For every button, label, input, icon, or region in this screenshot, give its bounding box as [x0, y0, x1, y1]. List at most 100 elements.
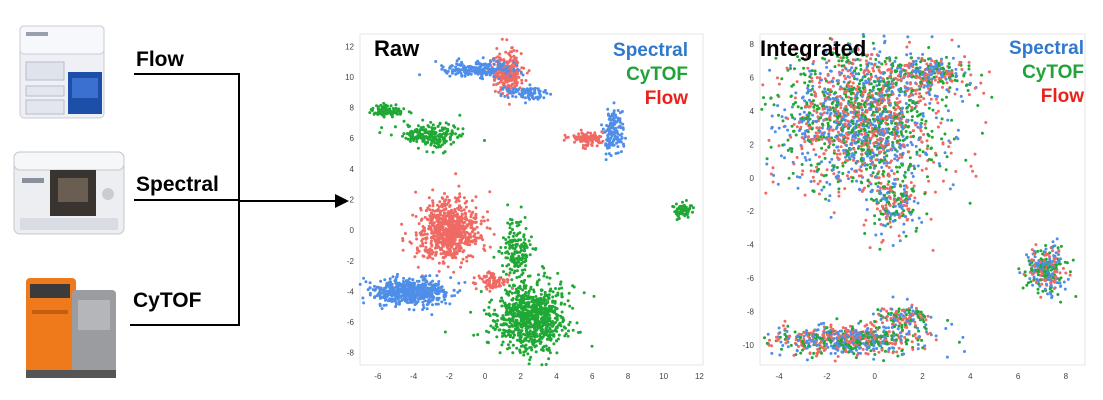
- point-cytof: [448, 138, 452, 141]
- point-flow: [563, 133, 567, 137]
- point-spectral: [523, 96, 527, 100]
- point-cytof: [502, 328, 506, 332]
- point-spectral: [914, 144, 918, 148]
- point-flow: [597, 138, 601, 141]
- point-cytof: [812, 105, 816, 109]
- point-spectral: [496, 59, 499, 63]
- point-spectral: [396, 292, 400, 296]
- point-cytof: [501, 340, 505, 344]
- point-cytof: [529, 322, 532, 326]
- point-spectral: [912, 164, 916, 168]
- point-flow: [862, 71, 866, 75]
- point-flow: [835, 152, 839, 156]
- point-spectral: [373, 284, 376, 288]
- point-cytof: [487, 305, 491, 309]
- point-flow: [815, 165, 818, 169]
- point-cytof: [910, 115, 914, 119]
- point-spectral: [795, 175, 799, 179]
- point-spectral: [545, 91, 549, 95]
- point-flow: [440, 246, 443, 250]
- point-flow: [419, 244, 423, 248]
- point-cytof: [503, 288, 507, 292]
- y-tick-label: 2: [750, 140, 755, 149]
- point-flow: [458, 192, 462, 196]
- point-cytof: [538, 342, 542, 345]
- point-cytof: [530, 308, 534, 312]
- point-cytof: [762, 96, 765, 100]
- point-spectral: [822, 101, 826, 105]
- point-flow: [441, 217, 445, 221]
- point-spectral: [893, 157, 897, 161]
- point-cytof: [504, 334, 508, 338]
- point-cytof: [523, 324, 527, 328]
- point-flow: [497, 280, 501, 284]
- point-spectral: [779, 154, 783, 158]
- point-spectral: [457, 57, 461, 61]
- point-spectral: [538, 90, 542, 93]
- point-spectral: [448, 302, 452, 306]
- point-flow: [431, 188, 435, 192]
- point-spectral: [411, 278, 415, 282]
- point-cytof: [472, 333, 476, 337]
- point-spectral: [421, 297, 425, 300]
- point-cytof: [781, 119, 785, 123]
- y-tick-label: -6: [747, 274, 755, 283]
- point-spectral: [934, 116, 938, 120]
- point-flow: [415, 251, 419, 255]
- point-cytof: [532, 288, 536, 292]
- point-spectral: [425, 286, 429, 290]
- point-cytof: [841, 164, 845, 168]
- point-cytof: [556, 337, 560, 341]
- point-spectral: [607, 125, 611, 129]
- point-cytof: [851, 176, 855, 180]
- point-spectral: [619, 150, 623, 154]
- point-flow: [950, 38, 954, 42]
- point-flow: [897, 105, 901, 109]
- point-spectral: [434, 284, 438, 288]
- point-cytof: [802, 66, 806, 70]
- point-flow: [473, 242, 477, 246]
- point-flow: [871, 162, 875, 166]
- point-spectral: [811, 84, 815, 88]
- point-spectral: [864, 79, 868, 83]
- point-spectral: [613, 122, 617, 126]
- point-cytof: [760, 107, 764, 111]
- point-cytof: [540, 348, 543, 352]
- point-cytof: [857, 82, 861, 86]
- point-cytof: [823, 156, 827, 160]
- point-flow: [437, 219, 441, 223]
- point-spectral: [456, 290, 460, 294]
- point-cytof: [508, 340, 512, 344]
- point-cytof: [578, 330, 582, 334]
- point-cytof: [418, 132, 422, 136]
- point-cytof: [520, 305, 524, 309]
- point-cytof: [793, 67, 796, 71]
- point-spectral: [508, 74, 512, 78]
- point-cytof: [527, 297, 531, 301]
- point-flow: [434, 228, 437, 232]
- point-flow: [457, 208, 461, 212]
- point-spectral: [865, 208, 869, 211]
- point-cytof: [823, 142, 827, 146]
- y-tick-label: -10: [742, 341, 754, 350]
- point-spectral: [614, 113, 617, 117]
- point-cytof: [905, 106, 909, 109]
- point-flow: [865, 109, 869, 112]
- point-flow: [453, 250, 456, 254]
- point-spectral: [364, 280, 368, 284]
- point-cytof: [819, 116, 823, 120]
- raw-legend-flow: Flow: [644, 88, 688, 109]
- point-spectral: [373, 296, 377, 300]
- point-cytof: [894, 56, 898, 60]
- point-cytof: [531, 315, 535, 319]
- point-spectral: [373, 288, 377, 292]
- point-spectral: [412, 283, 416, 287]
- point-cytof: [524, 327, 528, 330]
- point-spectral: [391, 275, 395, 279]
- point-cytof: [510, 268, 514, 272]
- point-flow: [909, 181, 913, 184]
- point-cytof: [883, 93, 887, 97]
- point-cytof: [521, 288, 525, 292]
- point-spectral: [605, 143, 609, 147]
- point-spectral: [854, 122, 858, 126]
